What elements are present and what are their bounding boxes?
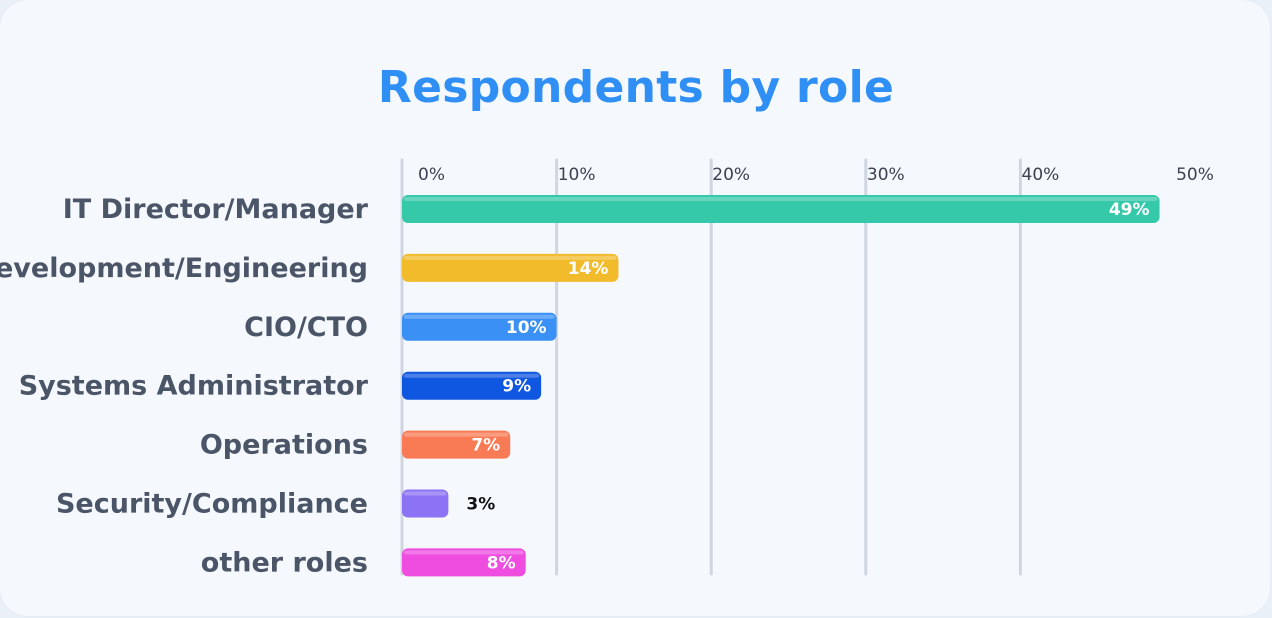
bar (402, 312, 557, 341)
x-tick-label: 40% (1022, 165, 1060, 185)
category-label: CIO/CTO (244, 312, 368, 343)
category-label: IT Director/Manager (63, 194, 369, 225)
category-label: Systems Administrator (19, 371, 369, 402)
category-label: Security/Compliance (56, 489, 368, 520)
data-label: 9% (502, 377, 531, 397)
data-label: 10% (506, 318, 547, 338)
chart-title: Respondents by role (377, 62, 895, 113)
bar (402, 195, 1160, 223)
category-label: Development/Engineering (0, 253, 368, 284)
x-tick-label: 50% (1176, 165, 1214, 185)
data-label: 3% (466, 495, 495, 515)
data-label: 7% (471, 436, 500, 456)
bar-highlight (404, 550, 524, 555)
data-label: 49% (1109, 200, 1150, 220)
bar-highlight (404, 432, 509, 437)
bar-highlight (404, 255, 617, 260)
gridlines (400, 158, 1022, 576)
category-label: Operations (200, 430, 368, 461)
bar (402, 548, 526, 577)
bar-highlight (404, 314, 555, 319)
bar (402, 430, 511, 459)
bar-highlight (404, 197, 1158, 201)
x-tick-label: 20% (712, 165, 750, 185)
category-label: other roles (201, 547, 368, 578)
data-label: 8% (487, 553, 516, 573)
bar-highlight (404, 373, 540, 378)
bar-highlight (404, 491, 447, 496)
x-tick-label: 10% (558, 165, 596, 185)
bar (402, 253, 619, 282)
bar (402, 371, 542, 400)
x-tick-label: 0% (418, 165, 445, 185)
data-label: 14% (568, 259, 609, 279)
bar (402, 489, 449, 518)
x-tick-label: 30% (867, 165, 905, 185)
